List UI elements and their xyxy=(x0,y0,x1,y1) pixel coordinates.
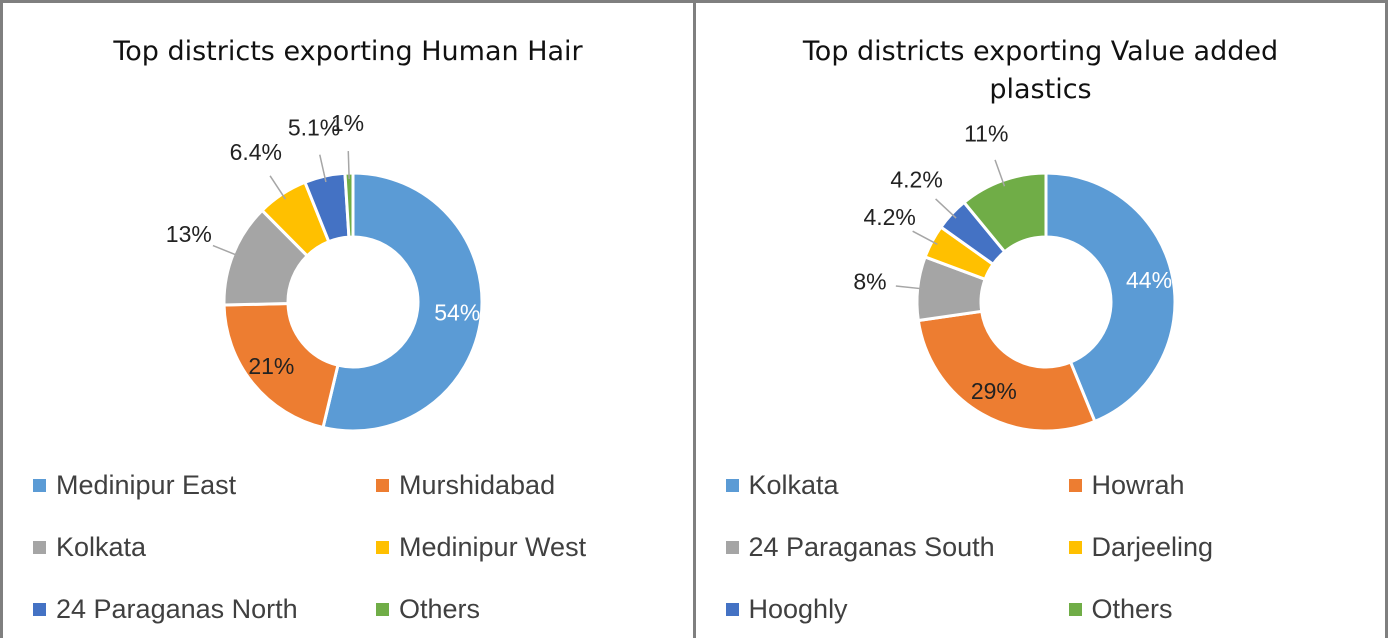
legend-item: Others xyxy=(376,587,676,631)
chart-panel: Top districts exporting Human Hair 54% 21%… xyxy=(3,3,693,638)
legend-label: Medinipur West xyxy=(399,531,587,562)
leader-line xyxy=(319,154,327,183)
legend-label: Others xyxy=(399,593,481,624)
data-label: 4.2% xyxy=(890,166,942,192)
leader-line xyxy=(212,244,240,257)
legend-swatch xyxy=(33,540,46,554)
legend-label: Kolkata xyxy=(748,469,839,500)
data-label: 11% xyxy=(964,120,1008,146)
legend-item: Medinipur West xyxy=(376,525,676,569)
legend: Kolkata Howrah 24 Paraganas South Darjeelin… xyxy=(725,463,1369,631)
legend-label: Darjeeling xyxy=(1091,531,1214,562)
legend-swatch xyxy=(33,602,46,616)
data-label: 21% xyxy=(248,353,294,379)
legend-label: 24 Paraganas South xyxy=(748,531,995,562)
data-label: 4.2% xyxy=(863,204,915,230)
leader-line xyxy=(934,198,957,219)
leader-line xyxy=(269,175,287,200)
legend-item: Murshidabad xyxy=(376,463,676,507)
data-label: 13% xyxy=(166,221,212,247)
chart-title: Top districts exporting Value added plas… xyxy=(802,36,1296,105)
legend-item: Kolkata xyxy=(725,463,1069,507)
donut-slice xyxy=(343,171,355,239)
legend-swatch xyxy=(725,540,739,554)
leader-line xyxy=(895,285,924,290)
legend-label: Kolkata xyxy=(56,531,147,562)
legend-swatch xyxy=(725,478,739,492)
legend: Medinipur East Murshidabad Kolkata Medinipu… xyxy=(33,463,676,631)
legend-swatch xyxy=(33,478,46,492)
legend-item: Medinipur East xyxy=(33,463,376,507)
donut-chart: 44% 29% 8% 4.2% 4.2% 11% xyxy=(853,120,1176,433)
donut-slice xyxy=(222,301,340,430)
data-label: 54% xyxy=(434,299,480,325)
legend-item: Kolkata xyxy=(33,525,376,569)
chart-title: Top districts exporting Human Hair xyxy=(113,36,583,67)
legend-label: Murshidabad xyxy=(399,469,556,500)
data-label: 8% xyxy=(853,268,886,294)
legend-swatch xyxy=(376,602,389,616)
donut-chart: 54% 21% 13% 6.4%5.1%1% xyxy=(166,110,484,433)
legend-swatch xyxy=(1068,602,1082,616)
legend-item: Darjeeling xyxy=(1068,525,1369,569)
donut-slice xyxy=(321,171,484,433)
donut-slice xyxy=(1044,171,1176,424)
leader-line xyxy=(911,230,938,245)
legend-item: Others xyxy=(1068,587,1369,631)
leader-line xyxy=(347,151,350,180)
data-label: 44% xyxy=(1126,267,1172,293)
legend-swatch xyxy=(1068,478,1082,492)
legend-label: Medinipur East xyxy=(56,469,237,500)
legend-label: Others xyxy=(1091,593,1173,624)
leader-line xyxy=(993,159,1005,187)
legend-swatch xyxy=(1068,540,1082,554)
legend-label: Hooghly xyxy=(748,593,848,624)
data-label: 29% xyxy=(970,378,1016,404)
legend-swatch xyxy=(376,478,389,492)
legend-label: Howrah xyxy=(1091,469,1185,500)
legend-item: Hooghly xyxy=(725,587,1069,631)
legend-label: 24 Paraganas North xyxy=(56,593,298,624)
legend-item: 24 Paraganas South xyxy=(725,525,1069,569)
data-label: 6.4% xyxy=(230,139,282,165)
legend-swatch xyxy=(725,602,739,616)
data-label: 5.1% xyxy=(288,114,340,140)
data-label: 1% xyxy=(331,110,364,136)
legend-item: 24 Paraganas North xyxy=(33,587,376,631)
donut-slice xyxy=(916,309,1097,433)
chart-panel: Top districts exporting Value added plas… xyxy=(692,3,1386,638)
legend-swatch xyxy=(376,540,389,554)
legend-item: Howrah xyxy=(1068,463,1369,507)
donut-slice xyxy=(961,171,1047,254)
